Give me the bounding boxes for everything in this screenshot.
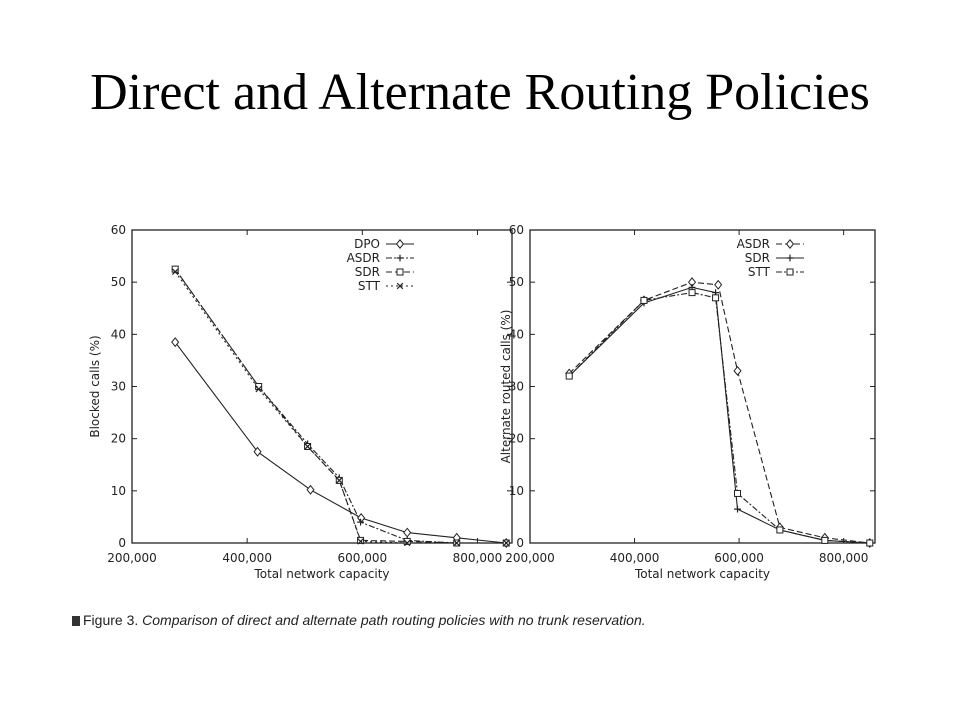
y-tick-label: 40	[111, 327, 126, 341]
data-point	[403, 539, 411, 547]
series-asdr	[565, 277, 874, 548]
y-tick-label: 10	[509, 484, 524, 498]
data-point	[734, 505, 741, 513]
series-stt	[565, 289, 874, 547]
legend-marker	[785, 239, 795, 249]
data-point	[453, 539, 460, 547]
data-point	[171, 337, 180, 348]
data-point	[712, 294, 720, 302]
legend-label: SDR	[355, 265, 380, 279]
legend-label: SDR	[745, 251, 770, 265]
y-axis-label: Alternate routed calls (%)	[499, 310, 513, 464]
series-dpo	[171, 337, 511, 548]
data-point	[403, 527, 412, 538]
data-point	[821, 536, 829, 544]
y-tick-label: 40	[509, 327, 524, 341]
caption-text: Comparison of direct and alternate path …	[142, 612, 646, 628]
data-point	[357, 538, 364, 545]
data-point	[776, 526, 784, 534]
x-tick-label: 600,000	[337, 551, 387, 565]
series-asdr	[171, 265, 510, 547]
data-point	[304, 443, 311, 450]
y-tick-label: 30	[509, 380, 524, 394]
data-point	[714, 279, 723, 290]
legend-label: ASDR	[347, 251, 380, 265]
y-tick-label: 30	[111, 380, 126, 394]
series-line	[568, 281, 870, 544]
series-line	[174, 268, 507, 544]
plot-frame	[529, 229, 876, 544]
chart-2: 0 10 20 30 40 50 60 200,000 400,000 600,000 800,00…	[499, 223, 876, 581]
y-tick-label: 20	[509, 432, 524, 446]
data-point	[171, 268, 179, 275]
y-tick-label: 10	[111, 484, 126, 498]
legend-marker	[786, 254, 794, 262]
y-tick-label: 50	[111, 275, 126, 289]
data-point	[336, 477, 343, 484]
chart-1: 0 10 20 30 40 50 60 200,000 400,000 600,000 800,00…	[88, 223, 513, 581]
x-tick-label: 400,000	[222, 551, 272, 565]
data-point	[306, 484, 315, 495]
legend-marker	[396, 268, 404, 276]
data-point	[357, 518, 364, 526]
data-point	[565, 372, 573, 380]
data-point	[688, 289, 696, 297]
legend-label: STT	[358, 279, 381, 293]
data-point	[733, 365, 742, 376]
data-point	[503, 539, 510, 547]
caption-label: Figure 3.	[83, 612, 139, 628]
legend-label: STT	[748, 265, 771, 279]
series-line	[568, 292, 870, 544]
x-tick-label: 200,000	[107, 551, 157, 565]
figure-charts: 0 10 20 30 40 50 60 200,000 400,000 600,000 800,00…	[88, 223, 876, 581]
slide-title: Direct and Alternate Routing Policies	[90, 64, 870, 121]
x-tick-label: 400,000	[610, 551, 660, 565]
x-axis-label: Total network capacity	[253, 567, 389, 581]
series-line	[174, 341, 507, 544]
y-tick-label: 0	[118, 536, 126, 550]
data-point	[403, 537, 411, 545]
data-point	[253, 446, 262, 457]
x-tick-label: 200,000	[505, 551, 555, 565]
data-point	[357, 536, 365, 544]
y-tick-label: 50	[509, 275, 524, 289]
caption-marker-icon	[72, 616, 80, 626]
data-point	[734, 489, 742, 497]
legend-marker	[396, 282, 404, 290]
series-line	[568, 286, 870, 544]
data-point	[640, 296, 648, 304]
series-stt	[171, 268, 510, 547]
legend-marker	[395, 239, 405, 249]
x-axis-label: Total network capacity	[634, 567, 770, 581]
figure-caption: Figure 3. Comparison of direct and alter…	[72, 612, 646, 628]
y-tick-label: 60	[111, 223, 126, 237]
series-line	[174, 271, 507, 544]
x-tick-label: 800,000	[819, 551, 869, 565]
y-tick-label: 0	[516, 536, 524, 550]
data-point	[866, 539, 874, 547]
legend-marker	[786, 268, 794, 276]
y-axis-label: Blocked calls (%)	[88, 335, 102, 437]
series-sdr	[565, 283, 874, 547]
y-tick-label: 60	[509, 223, 524, 237]
y-tick-label: 20	[111, 432, 126, 446]
x-tick-label: 600,000	[714, 551, 764, 565]
legend-label: DPO	[354, 237, 380, 251]
figure-panel: 0 10 20 30 40 50 60 200,000 400,000 600,000 800,00…	[70, 200, 890, 640]
legend-marker	[396, 254, 404, 262]
x-tick-label: 800,000	[453, 551, 503, 565]
legend-label: ASDR	[737, 237, 770, 251]
series-line	[174, 268, 507, 544]
data-point	[255, 385, 262, 393]
